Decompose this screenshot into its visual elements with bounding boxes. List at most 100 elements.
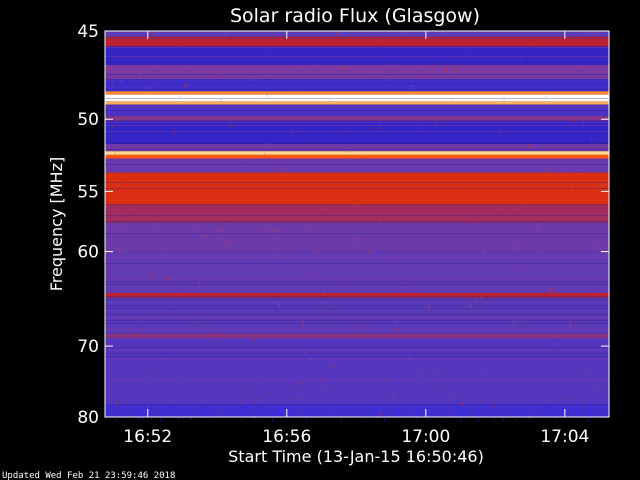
texture-speck <box>128 326 130 331</box>
texture-speck <box>146 86 148 89</box>
texture-speck <box>112 208 114 214</box>
texture-speck <box>364 325 366 329</box>
texture-speck <box>601 405 603 420</box>
texture-speck <box>172 404 174 417</box>
texture-speck <box>454 397 456 401</box>
heatmap-band-1 <box>105 36 609 47</box>
texture-speck <box>317 271 319 275</box>
texture-speck <box>321 301 323 306</box>
texture-speck <box>106 405 108 417</box>
texture-speck <box>242 404 244 418</box>
texture-speck <box>501 208 503 211</box>
texture-speck <box>173 405 175 419</box>
texture-speck <box>134 405 136 417</box>
texture-speck <box>345 284 347 288</box>
texture-line <box>105 74 609 75</box>
texture-speck <box>454 68 456 74</box>
texture-speck <box>583 322 585 326</box>
texture-speck <box>536 225 538 231</box>
texture-speck <box>458 407 460 417</box>
texture-speck <box>190 407 192 420</box>
texture-speck <box>597 404 599 417</box>
texture-speck <box>408 355 410 361</box>
texture-speck <box>322 289 324 295</box>
texture-speck <box>383 408 385 422</box>
texture-speck <box>271 407 273 419</box>
texture-line <box>105 47 609 48</box>
texture-speck <box>375 406 377 420</box>
texture-speck <box>292 130 294 134</box>
texture-speck <box>521 57 523 61</box>
texture-speck <box>595 245 597 250</box>
texture-speck <box>481 366 483 371</box>
texture-speck <box>199 279 201 285</box>
texture-speck <box>515 408 517 422</box>
texture-speck <box>108 407 110 417</box>
texture-speck <box>278 405 280 417</box>
texture-speck <box>256 406 258 418</box>
texture-speck <box>270 74 272 78</box>
texture-line <box>105 380 609 381</box>
texture-speck <box>421 373 423 379</box>
texture-speck <box>202 403 204 412</box>
frequency-axis: 45 50 55 60 70 80 <box>77 22 609 428</box>
texture-speck <box>468 184 470 189</box>
texture-speck <box>272 408 274 423</box>
texture-speck <box>242 401 244 406</box>
texture-speck <box>176 41 178 44</box>
texture-speck <box>378 127 380 130</box>
texture-speck <box>218 195 220 200</box>
texture-speck <box>460 407 462 422</box>
texture-speck <box>391 404 393 413</box>
texture-speck <box>468 408 470 420</box>
texture-speck <box>164 404 166 415</box>
texture-speck <box>135 317 137 321</box>
texture-line <box>105 143 609 144</box>
texture-speck <box>198 227 200 232</box>
texture-speck <box>121 80 123 85</box>
texture-speck <box>362 403 364 413</box>
texture-speck <box>162 404 164 414</box>
time-axis: 16:52 16:56 17:00 17:04 <box>123 31 589 447</box>
texture-speck <box>220 98 222 103</box>
texture-speck <box>545 95 547 98</box>
texture-speck <box>321 386 323 389</box>
texture-speck <box>364 403 366 413</box>
texture-speck <box>131 209 133 213</box>
texture-speck <box>550 287 552 293</box>
texture-speck <box>147 403 149 409</box>
texture-speck <box>325 404 327 413</box>
texture-speck <box>185 82 187 88</box>
texture-speck <box>348 150 350 153</box>
texture-speck <box>194 214 196 219</box>
texture-speck <box>209 408 211 420</box>
texture-speck <box>355 236 357 241</box>
texture-speck <box>201 404 203 419</box>
texture-speck <box>540 215 542 220</box>
texture-speck <box>111 125 113 129</box>
heatmap-band-18 <box>105 251 609 293</box>
texture-line <box>105 281 609 282</box>
y-tick-label: 45 <box>77 22 99 42</box>
texture-speck <box>150 403 152 418</box>
texture-speck <box>498 129 500 134</box>
texture-speck <box>229 125 231 128</box>
texture-speck <box>465 403 467 412</box>
texture-speck <box>351 162 353 165</box>
texture-speck <box>199 408 201 419</box>
texture-speck <box>590 403 592 415</box>
texture-speck <box>485 403 487 412</box>
texture-speck <box>242 412 244 417</box>
texture-speck <box>407 41 409 46</box>
texture-speck <box>186 67 188 72</box>
texture-speck <box>248 403 250 413</box>
texture-speck <box>112 403 114 414</box>
texture-speck <box>571 186 573 192</box>
texture-speck <box>587 408 589 422</box>
texture-speck <box>108 38 110 41</box>
texture-speck <box>221 227 223 233</box>
texture-speck <box>601 324 603 328</box>
heatmap-band-7 <box>105 101 609 105</box>
texture-line <box>105 257 609 258</box>
